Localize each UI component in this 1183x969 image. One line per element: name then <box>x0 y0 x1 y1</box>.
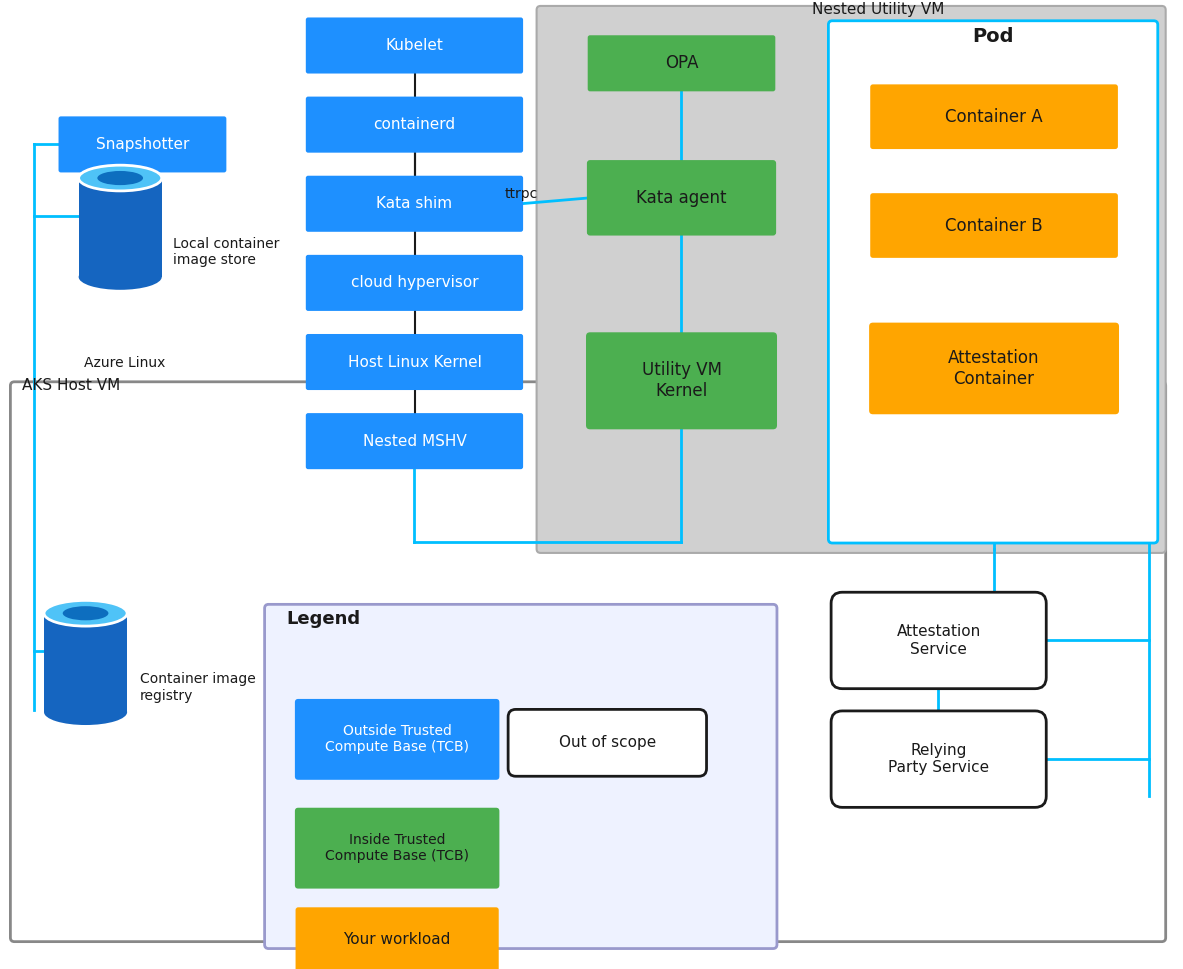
FancyBboxPatch shape <box>871 193 1118 258</box>
Text: Utility VM
Kernel: Utility VM Kernel <box>641 361 722 400</box>
FancyBboxPatch shape <box>305 413 523 469</box>
FancyBboxPatch shape <box>58 116 226 172</box>
FancyBboxPatch shape <box>295 808 499 889</box>
Text: Out of scope: Out of scope <box>558 735 655 750</box>
Text: Outside Trusted
Compute Base (TCB): Outside Trusted Compute Base (TCB) <box>325 724 470 755</box>
Text: Container A: Container A <box>945 108 1043 126</box>
Text: Relying
Party Service: Relying Party Service <box>888 743 989 775</box>
Text: Azure Linux: Azure Linux <box>84 356 164 370</box>
FancyBboxPatch shape <box>509 709 706 776</box>
FancyBboxPatch shape <box>832 592 1046 689</box>
Text: Kubelet: Kubelet <box>386 38 444 53</box>
Bar <box>78 178 162 277</box>
Ellipse shape <box>44 601 127 626</box>
FancyBboxPatch shape <box>265 605 777 949</box>
FancyBboxPatch shape <box>305 17 523 74</box>
Text: Nested MSHV: Nested MSHV <box>362 434 466 449</box>
FancyBboxPatch shape <box>305 175 523 232</box>
Text: cloud hypervisor: cloud hypervisor <box>350 275 478 291</box>
FancyBboxPatch shape <box>587 160 776 235</box>
FancyBboxPatch shape <box>871 84 1118 149</box>
FancyBboxPatch shape <box>305 97 523 153</box>
FancyBboxPatch shape <box>586 332 777 429</box>
FancyBboxPatch shape <box>305 334 523 391</box>
Text: Attestation
Container: Attestation Container <box>949 349 1040 388</box>
Bar <box>44 613 127 712</box>
FancyBboxPatch shape <box>828 20 1158 543</box>
FancyBboxPatch shape <box>305 255 523 311</box>
FancyBboxPatch shape <box>11 382 1165 942</box>
FancyBboxPatch shape <box>296 907 499 969</box>
Text: AKS Host VM: AKS Host VM <box>22 378 121 392</box>
Text: containerd: containerd <box>374 117 455 132</box>
Ellipse shape <box>78 165 162 191</box>
Ellipse shape <box>97 171 143 185</box>
Text: Your workload: Your workload <box>343 932 451 947</box>
Ellipse shape <box>44 700 127 725</box>
Text: Kata agent: Kata agent <box>636 189 726 206</box>
Text: Snapshotter: Snapshotter <box>96 137 189 152</box>
Text: Attestation
Service: Attestation Service <box>897 624 981 657</box>
Ellipse shape <box>78 265 162 290</box>
Text: Pod: Pod <box>972 27 1014 46</box>
Ellipse shape <box>63 607 109 620</box>
FancyBboxPatch shape <box>537 6 1165 553</box>
Text: Container image
registry: Container image registry <box>140 672 256 703</box>
FancyBboxPatch shape <box>588 35 775 91</box>
FancyBboxPatch shape <box>870 323 1119 415</box>
Text: Nested Utility VM: Nested Utility VM <box>812 2 944 17</box>
Text: ttrpc: ttrpc <box>504 187 537 201</box>
Text: Inside Trusted
Compute Base (TCB): Inside Trusted Compute Base (TCB) <box>325 833 470 863</box>
Text: OPA: OPA <box>665 54 698 73</box>
Text: Kata shim: Kata shim <box>376 197 453 211</box>
Text: Local container
image store: Local container image store <box>173 237 279 267</box>
FancyBboxPatch shape <box>832 711 1046 807</box>
Text: Host Linux Kernel: Host Linux Kernel <box>348 355 481 369</box>
FancyBboxPatch shape <box>295 699 499 780</box>
Text: Legend: Legend <box>286 610 361 628</box>
Text: Container B: Container B <box>945 216 1043 234</box>
